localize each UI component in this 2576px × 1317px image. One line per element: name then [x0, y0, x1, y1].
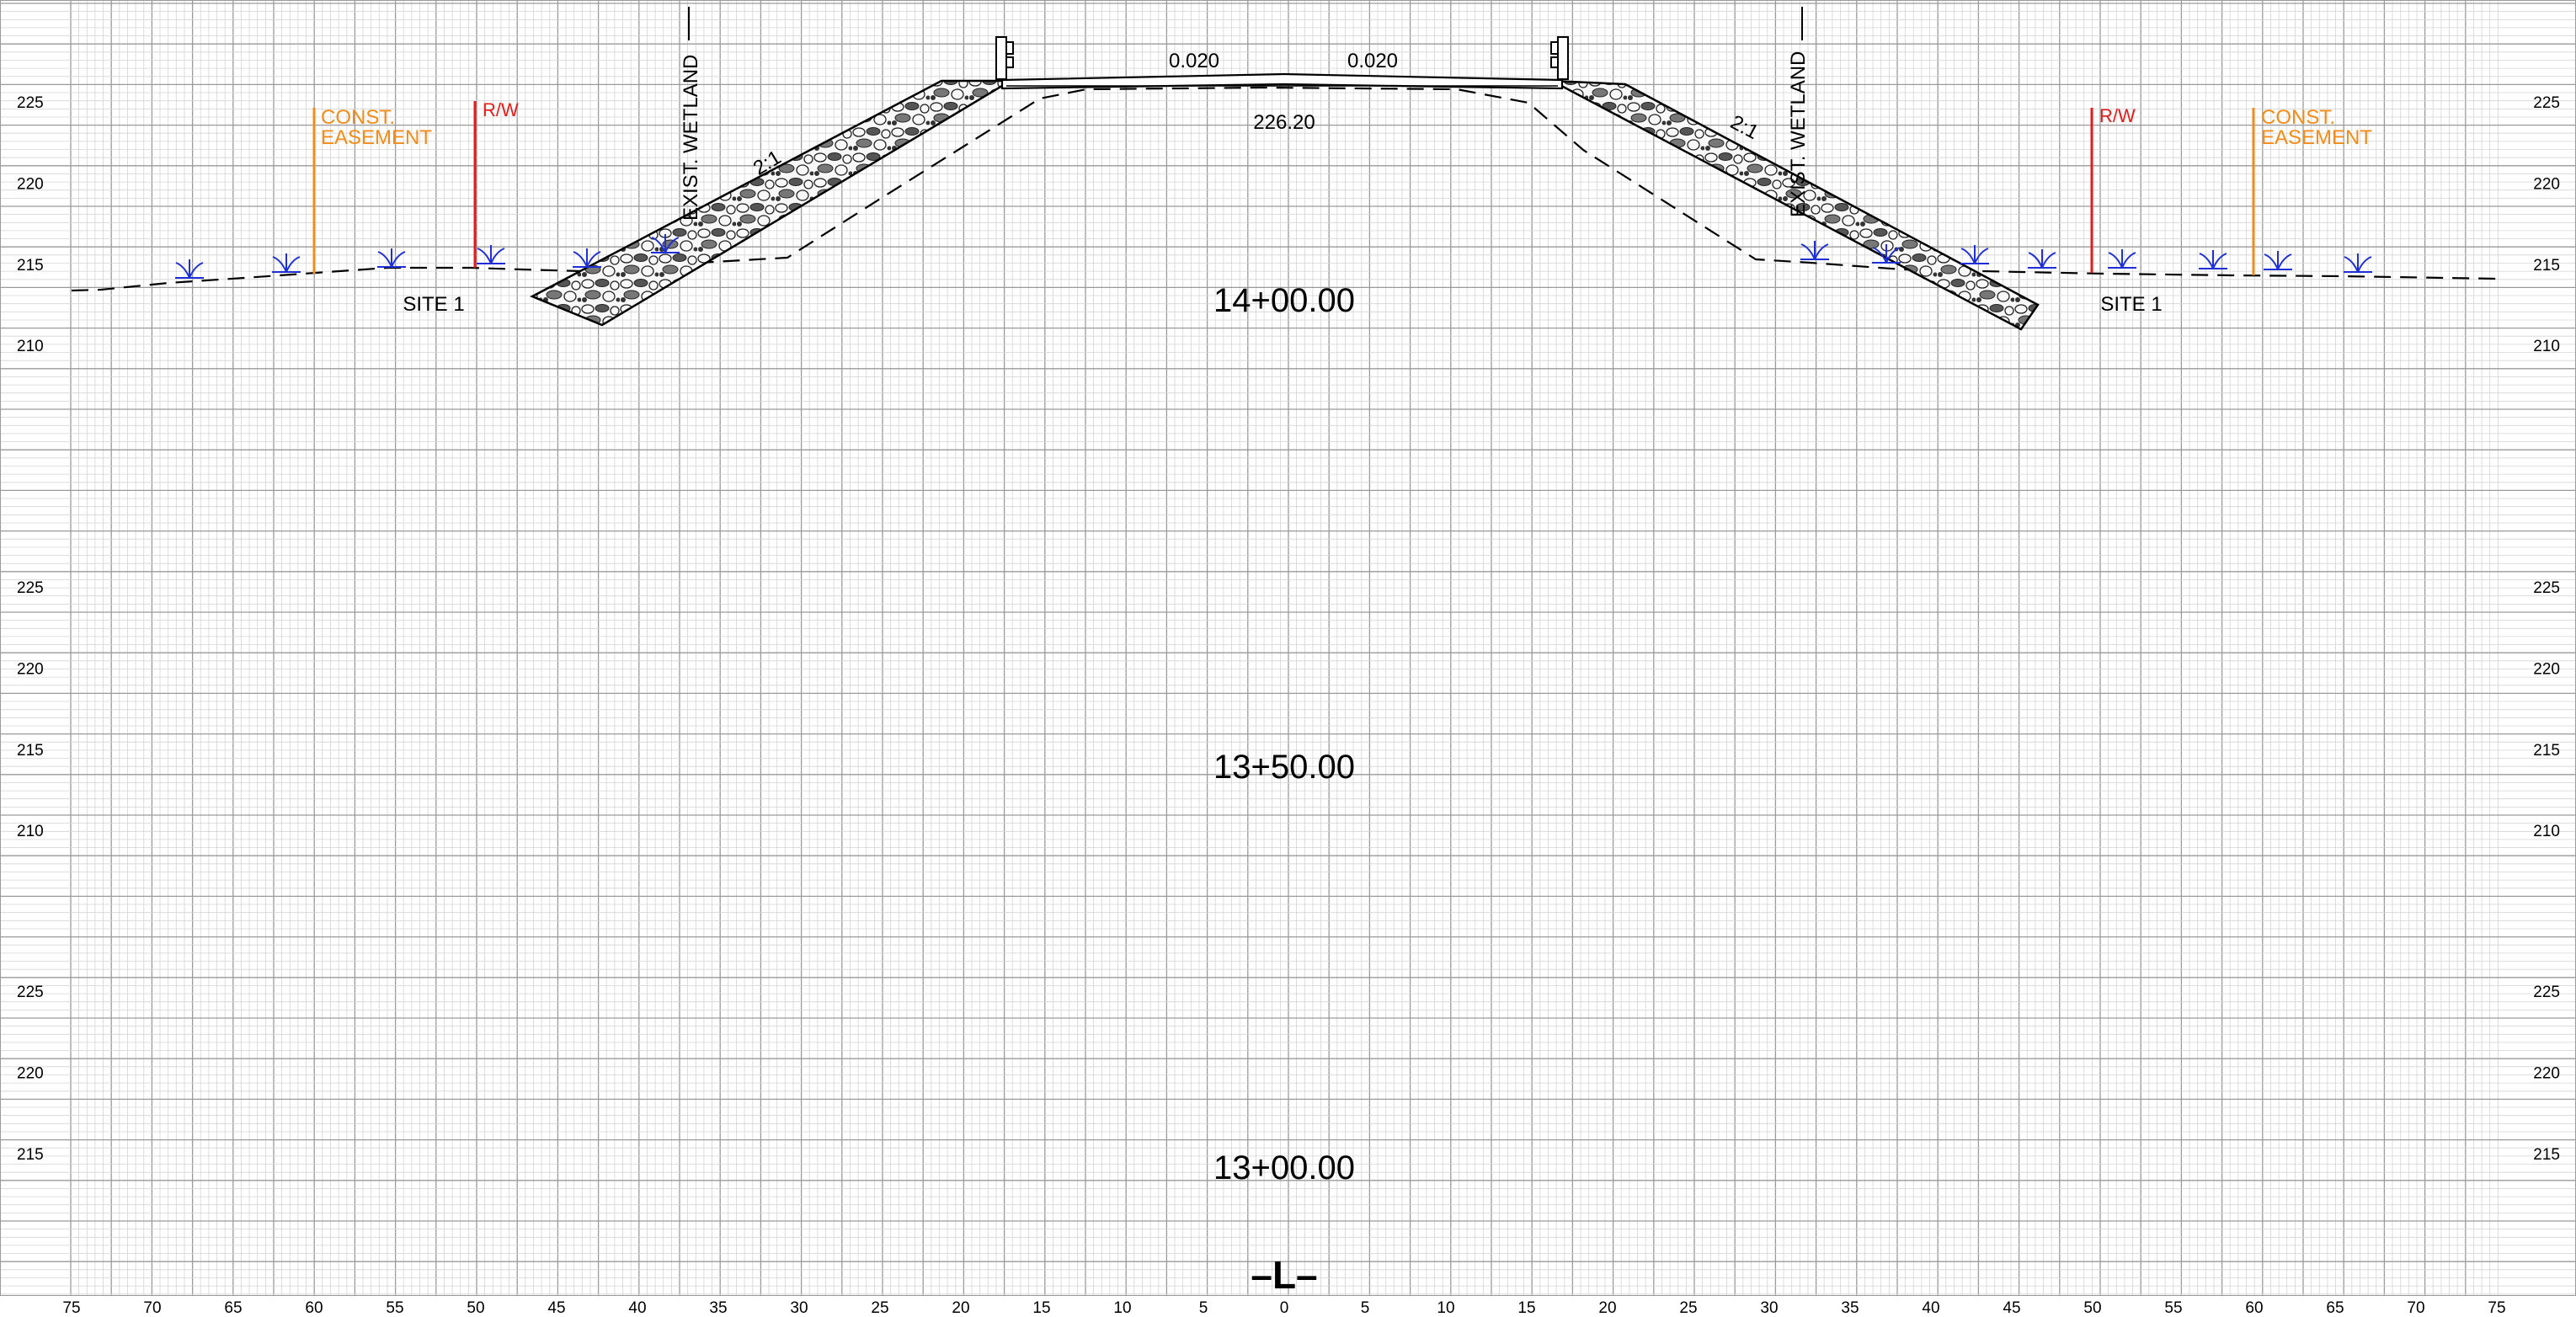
rw-label-right: R/W: [2099, 105, 2136, 126]
wetland-label-left: EXIST. WETLAND: [680, 55, 702, 221]
easement-label-right-line2: EASEMENT: [2261, 126, 2372, 149]
wetland-symbol: [2028, 249, 2056, 269]
section-14-00-drawing: 0.020 0.020 226.20 2:1 2:1 EXIST. WETLAN…: [71, 7, 2498, 331]
elevation-label-left: 215: [17, 257, 44, 275]
offset-label: 65: [2326, 1299, 2344, 1317]
cross-slope-label-left: 0.020: [1169, 50, 1219, 72]
offset-label: 65: [224, 1299, 242, 1317]
offset-label: 50: [467, 1299, 484, 1317]
elevation-label-right: 210: [2533, 823, 2560, 840]
elevation-label-left: 220: [17, 1064, 44, 1082]
offset-label: 10: [1437, 1299, 1454, 1317]
wetland-symbol: [1960, 245, 1989, 264]
easement-label-right-line1: CONST.: [2261, 106, 2335, 129]
offset-label: 50: [2083, 1299, 2101, 1317]
elevation-label-left: 220: [17, 175, 44, 193]
offset-label: 20: [1598, 1299, 1616, 1317]
offset-label: 60: [2245, 1299, 2263, 1317]
offset-label: 55: [386, 1299, 403, 1317]
offset-label: 45: [2003, 1299, 2020, 1317]
offset-label: 20: [952, 1299, 969, 1317]
wetland-symbol: [2264, 251, 2292, 270]
grade-elevation-label: 226.20: [1253, 111, 1315, 134]
elevation-label-right: 225: [2533, 984, 2560, 1001]
elevation-label-right: 215: [2533, 257, 2560, 275]
elevation-label-left: 220: [17, 660, 44, 678]
cross-slope-label-right: 0.020: [1347, 50, 1398, 72]
offset-label: 60: [305, 1299, 323, 1317]
site-label-right: SITE 1: [2100, 293, 2162, 316]
elevation-label-left: 225: [17, 579, 44, 597]
wetland-symbol: [1800, 241, 1829, 260]
easement-label-left-line1: CONST.: [321, 106, 395, 129]
wetland-symbol: [2344, 253, 2372, 273]
elevation-label-left: 215: [17, 1146, 44, 1164]
offset-label: 40: [628, 1299, 646, 1317]
offset-label: 75: [62, 1299, 80, 1317]
wetland-symbol: [272, 253, 301, 273]
wetland-symbol: [2199, 250, 2227, 269]
offset-label: 5: [1199, 1299, 1208, 1317]
offset-label: 10: [1113, 1299, 1131, 1317]
easement-label-left-line2: EASEMENT: [321, 126, 432, 149]
offset-label: 55: [2164, 1299, 2182, 1317]
guardrail-left: [995, 36, 1014, 80]
offset-label: 40: [1922, 1299, 1939, 1317]
wetland-symbol: [477, 245, 505, 264]
offset-label: 35: [709, 1299, 727, 1317]
elevation-label-left: 210: [17, 338, 44, 355]
elevation-label-right: 220: [2533, 660, 2560, 678]
elevation-label-left: 210: [17, 823, 44, 840]
wetland-label-right: EXIST. WETLAND: [1787, 51, 1810, 217]
offset-label: 0: [1280, 1299, 1289, 1317]
offset-label: 45: [547, 1299, 565, 1317]
elevation-label-right: 225: [2533, 579, 2560, 597]
offset-label: 15: [1032, 1299, 1050, 1317]
wetland-symbol: [1872, 244, 1901, 264]
elevation-label-right: 220: [2533, 175, 2560, 193]
offset-label: 70: [2407, 1299, 2424, 1317]
rw-label-left: R/W: [483, 99, 519, 120]
offset-label: 35: [1841, 1299, 1859, 1317]
elevation-label-right: 220: [2533, 1064, 2560, 1082]
offset-labels: 75 70 65 60 55 50 45 40 35 30 25 20 15 10 5 0 5 10 15 20 25 3…: [62, 1299, 2505, 1317]
offset-label: 15: [1517, 1299, 1535, 1317]
existing-ground-line: [71, 86, 2498, 292]
site-label-left: SITE 1: [403, 293, 464, 316]
wetland-symbol: [377, 248, 406, 268]
station-label-13-50: 13+50.00: [1213, 749, 1355, 786]
station-label-14-00: 14+00.00: [1213, 282, 1355, 319]
elevation-label-right: 215: [2533, 742, 2560, 760]
guardrail-right: [1550, 36, 1569, 80]
offset-label: 5: [1361, 1299, 1370, 1317]
station-label-13-00: 13+00.00: [1213, 1149, 1355, 1186]
offset-label: 25: [1679, 1299, 1697, 1317]
wetland-symbol: [651, 234, 680, 253]
elevation-label-right: 210: [2533, 338, 2560, 355]
alignment-label: –L–: [1251, 1253, 1317, 1297]
elevation-label-left: 225: [17, 984, 44, 1001]
offset-label: 30: [1760, 1299, 1778, 1317]
wetland-symbol: [573, 248, 601, 268]
offset-label: 25: [871, 1299, 888, 1317]
wetland-symbol: [2108, 249, 2136, 269]
wetland-symbol: [175, 259, 204, 279]
offset-label: 70: [143, 1299, 161, 1317]
elevation-label-left: 215: [17, 742, 44, 760]
elevation-label-right: 225: [2533, 94, 2560, 112]
riprap-slope-right: [1551, 79, 2040, 331]
wetland-symbols: [175, 234, 2372, 279]
side-slope-label-right: 2:1: [1726, 111, 1762, 145]
offset-label: 75: [2488, 1299, 2505, 1317]
elevation-label-right: 215: [2533, 1146, 2560, 1164]
offset-label: 30: [790, 1299, 808, 1317]
elevation-label-left: 225: [17, 94, 44, 112]
pavement-surface: [1000, 72, 1564, 90]
elevation-labels: 225 225 220 220 215 215 210 210 225 225 220 220 215 2…: [17, 94, 2560, 1164]
riprap-slope-left: [530, 79, 1015, 327]
